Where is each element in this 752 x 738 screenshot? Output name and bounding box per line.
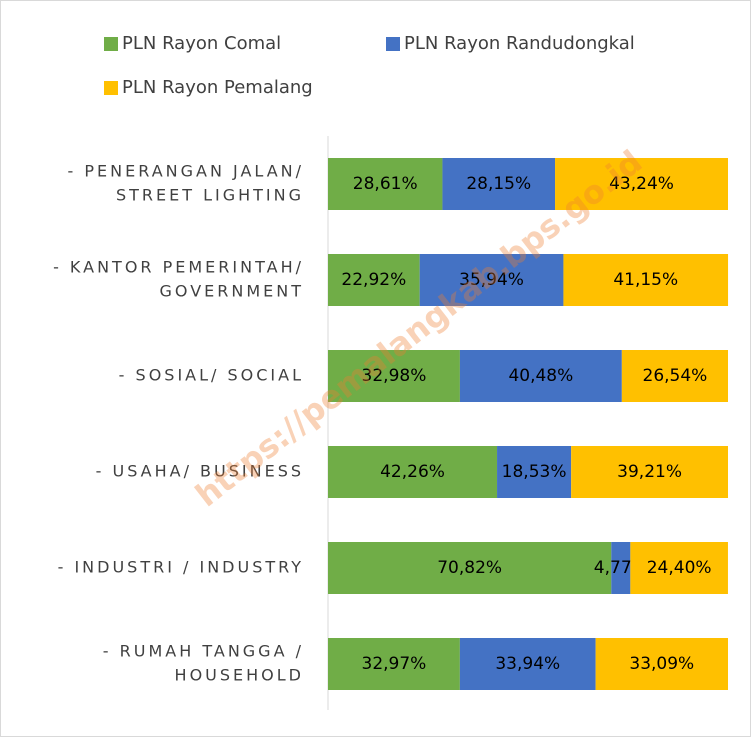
data-label: 28,61%: [353, 174, 418, 194]
bar-segment: [621, 350, 728, 402]
bar-segment: [595, 638, 728, 690]
bar-segment: [328, 350, 460, 402]
data-label: 43,24%: [609, 174, 674, 194]
data-label: 41,15%: [613, 270, 678, 290]
bar-segment: [459, 350, 622, 402]
category-label: STREET LIGHTING: [116, 186, 304, 205]
bar-segment: [328, 638, 460, 690]
bar-segment: [459, 638, 596, 690]
category-label: - KANTOR PEMERINTAH/: [53, 258, 304, 277]
data-label: 33,94%: [495, 654, 560, 674]
category-label: - PENERANGAN JALAN/: [68, 162, 304, 181]
data-label: 42,26%: [380, 462, 445, 482]
legend-swatch: [104, 81, 118, 95]
category-label: - RUMAH TANGGA /: [103, 642, 304, 661]
bar-segment: [328, 254, 420, 306]
data-label: 39,21%: [617, 462, 682, 482]
bar-segment: [419, 254, 564, 306]
bar-segment: [442, 158, 556, 210]
data-label: 32,98%: [362, 366, 427, 386]
data-label: 18,53%: [502, 462, 567, 482]
category-label: - INDUSTRI / INDUSTRY: [58, 558, 304, 577]
data-label: 70,82%: [437, 558, 502, 578]
data-label: 32,97%: [362, 654, 427, 674]
bar-segment: [328, 542, 612, 594]
legend-label: PLN Rayon Pemalang: [122, 77, 313, 98]
legend-label: PLN Rayon Comal: [122, 33, 281, 54]
data-label: 26,54%: [643, 366, 708, 386]
data-label: 40,48%: [508, 366, 573, 386]
data-label: 33,09%: [629, 654, 694, 674]
data-label: 22,92%: [341, 270, 406, 290]
bar-segment: [328, 446, 498, 498]
legend-label: PLN Rayon Randudongkal: [404, 33, 635, 54]
legend-swatch: [386, 37, 400, 51]
bar-segment: [630, 542, 728, 594]
bar-segment: [563, 254, 729, 306]
data-label: 35,94%: [459, 270, 524, 290]
bar-segment: [571, 446, 728, 498]
data-label: 24,40%: [647, 558, 712, 578]
data-label: 28,15%: [466, 174, 531, 194]
category-label: GOVERNMENT: [159, 282, 304, 301]
bar-segment: [611, 542, 631, 594]
category-label: - USAHA/ BUSINESS: [96, 462, 304, 481]
category-label: HOUSEHOLD: [175, 666, 304, 685]
bar-segment: [328, 158, 443, 210]
category-label: - SOSIAL/ SOCIAL: [119, 366, 304, 385]
legend-swatch: [104, 37, 118, 51]
bar-segment: [555, 158, 728, 210]
bar-segment: [497, 446, 572, 498]
